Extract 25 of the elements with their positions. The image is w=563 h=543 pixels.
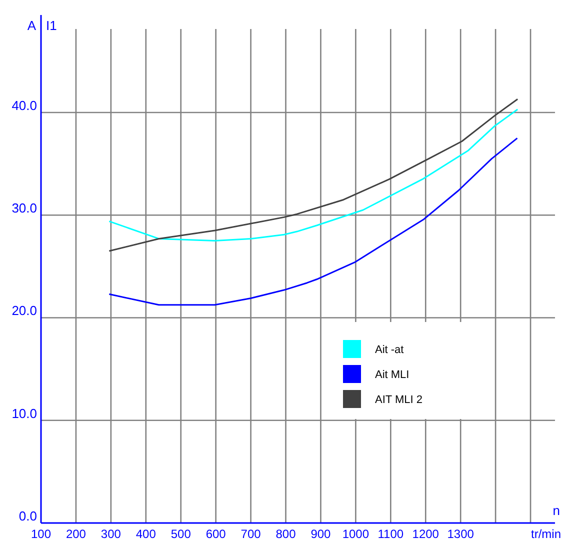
legend-label: AIT MLI 2: [375, 394, 422, 406]
x-tick-label: 1000: [342, 527, 370, 541]
legend-label: Ait MLI: [375, 369, 410, 381]
x-tick-label: 800: [276, 527, 296, 541]
y-axis-title: A: [27, 18, 36, 33]
x-tick-label: 700: [240, 527, 262, 541]
x-tick-label: 1300: [447, 527, 474, 541]
x-tick-label: 1200: [412, 527, 440, 541]
y-tick-label: 40.0: [12, 98, 37, 113]
y-tick-label: 20.0: [12, 303, 37, 318]
x-tick-label: 600: [206, 527, 226, 541]
x-axis-title: tr/min: [531, 527, 561, 541]
x-tick-label: 200: [66, 527, 86, 541]
y-tick-label: 0.0: [18, 508, 37, 524]
legend-label: Ait -at: [375, 344, 404, 356]
annotation: n: [552, 503, 560, 518]
y-tick-label: 30.0: [12, 200, 37, 216]
x-tick-label: 400: [136, 527, 156, 541]
x-tick-label: 900: [310, 527, 332, 541]
x-tick-label: 500: [170, 527, 192, 541]
x-tick-label: 100: [30, 527, 52, 541]
x-tick-label: 300: [100, 527, 122, 541]
y-tick-label: 10.0: [12, 406, 37, 421]
x-tick-label: 1100: [378, 527, 404, 541]
chart-title: I1: [46, 18, 57, 33]
